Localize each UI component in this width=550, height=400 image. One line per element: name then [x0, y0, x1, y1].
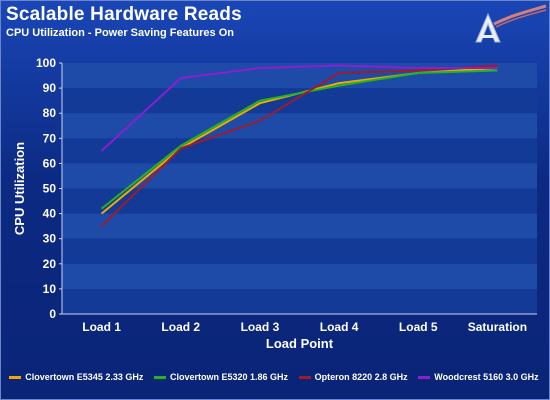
legend-label: Clovertown E5320 1.86 GHz: [169, 372, 288, 382]
y-tick-label: 30: [43, 232, 57, 246]
legend-item: Opteron 8220 2.8 GHz: [298, 372, 408, 382]
y-tick-label: 10: [43, 282, 57, 296]
grid-band: [62, 213, 537, 239]
x-tick-labels: Load 1 Load 2 Load 3 Load 4 Load 5 Saturation: [82, 320, 527, 334]
legend-item: Clovertown E5345 2.33 GHz: [9, 372, 143, 382]
y-tick-labels: 0 10 20 30 40 50 60 70 80 90 100: [36, 56, 62, 321]
x-tick-label: Load 1: [82, 320, 121, 334]
legend-swatch: [153, 375, 166, 379]
series-line: [100, 64, 498, 152]
x-tick-label: Load 3: [241, 320, 280, 334]
legend-label: Woodcrest 5160 3.0 GHz: [434, 372, 539, 382]
legend-item: Clovertown E5320 1.86 GHz: [153, 372, 288, 382]
legend-swatch: [9, 375, 22, 379]
series-line: [100, 69, 498, 210]
legend-swatch: [298, 375, 311, 379]
brand-logo-icon: [475, 4, 547, 43]
chart-title: Scalable Hardware Reads: [6, 4, 242, 25]
legend-item: Woodcrest 5160 3.0 GHz: [418, 372, 539, 382]
grid-band: [62, 113, 537, 139]
series-line: [100, 64, 498, 227]
x-tick-label: Saturation: [468, 320, 527, 334]
y-tick-label: 60: [43, 156, 57, 170]
y-tick-label: 50: [43, 182, 57, 196]
y-tick-label: 40: [43, 207, 57, 221]
y-tick-label: 100: [36, 56, 56, 70]
x-tick-label: Load 2: [161, 320, 200, 334]
y-axis-label: CPU Utilization: [12, 142, 27, 235]
chart-subtitle: CPU Utilization - Power Saving Features …: [6, 27, 234, 39]
legend-swatch: [418, 375, 431, 379]
series-lines: [100, 64, 498, 227]
grid-band: [62, 263, 537, 289]
y-tick-label: 20: [43, 257, 57, 271]
y-tick-label: 70: [43, 131, 57, 145]
legend-label: Opteron 8220 2.8 GHz: [314, 372, 408, 382]
x-axis-label: Load Point: [266, 336, 334, 351]
y-tick-label: 0: [49, 307, 56, 321]
grid-band: [62, 163, 537, 189]
x-tick-label: Load 5: [399, 320, 438, 334]
y-tick-label: 90: [43, 81, 57, 95]
chart-legend: Clovertown E5345 2.33 GHz Clovertown E532…: [4, 364, 544, 390]
y-tick-label: 80: [43, 106, 57, 120]
legend-label: Clovertown E5345 2.33 GHz: [25, 372, 144, 382]
x-tick-label: Load 4: [320, 320, 359, 334]
